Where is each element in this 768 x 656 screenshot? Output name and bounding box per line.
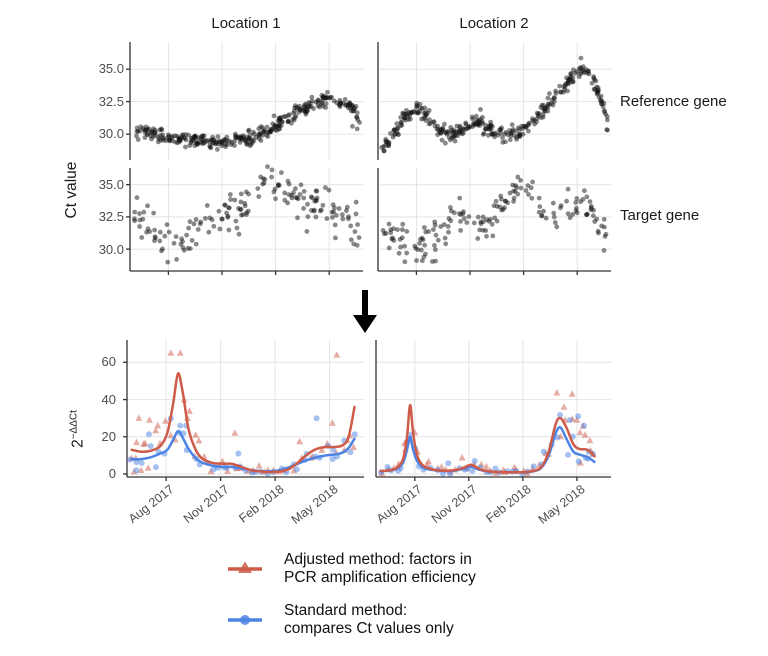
- legend-label-line: compares Ct values only: [284, 619, 454, 637]
- facet-title-location-1: Location 1: [211, 15, 281, 32]
- y-tick-label: 30.0: [98, 126, 124, 141]
- ct-value-axis-label: Ct value: [63, 161, 80, 219]
- facet-row-label-target-gene: Target gene: [620, 207, 700, 224]
- legend-label-line: Adjusted method: factors in: [284, 551, 472, 568]
- legend-label-adjusted: Adjusted method: factors in PCR amplific…: [284, 551, 476, 587]
- y-tick-label: 32.5: [98, 209, 124, 224]
- ct-panel-reference-loc2: [377, 42, 611, 160]
- legend-key-adjusted: [228, 561, 262, 573]
- legend-key-standard: [228, 614, 262, 625]
- y-tick-label: 35.0: [98, 61, 124, 76]
- legend-item-standard: Standard method: compares Ct values only: [227, 602, 476, 638]
- scatter-points: [379, 55, 610, 154]
- legend-label-standard: Standard method: compares Ct values only: [284, 602, 454, 638]
- y-tick-label: 20: [101, 429, 116, 444]
- facet-row-label-reference-gene: Reference gene: [620, 93, 727, 110]
- smooth-line-adjusted: [379, 403, 596, 474]
- y-tick-label: 32.5: [98, 94, 124, 109]
- scatter-points: [132, 164, 362, 265]
- legend-label-line: PCR amplification efficiency: [284, 568, 476, 586]
- foldchange-panel-loc1: [123, 340, 364, 481]
- y-tick-label: 40: [101, 392, 116, 407]
- down-arrow-icon: [353, 290, 377, 333]
- legend-item-adjusted: Adjusted method: factors in PCR amplific…: [227, 551, 476, 587]
- facet-title-location-2: Location 2: [459, 15, 529, 32]
- y-tick-label: 30.0: [98, 242, 124, 257]
- smooth-line-standard: [130, 429, 356, 473]
- y-tick-label: 0: [108, 466, 116, 481]
- foldchange-axis-label-exponent: −ΔΔCt: [68, 410, 80, 440]
- ct-panel-target-loc1: [126, 164, 363, 275]
- ct-panel-reference-loc1: [126, 42, 363, 160]
- y-tick-label: 60: [101, 354, 116, 369]
- scatter-points: [380, 174, 609, 265]
- foldchange-panel-loc2: [375, 340, 611, 481]
- legend: Adjusted method: factors in PCR amplific…: [227, 551, 476, 653]
- ct-panel-target-loc2: [377, 168, 611, 275]
- triangle-icon: [238, 561, 252, 573]
- smooth-line-adjusted: [130, 372, 356, 474]
- circle-icon: [240, 614, 250, 625]
- y-tick-label: 35.0: [98, 177, 124, 192]
- legend-label-line: Standard method:: [284, 601, 408, 619]
- scatter-points: [134, 89, 362, 152]
